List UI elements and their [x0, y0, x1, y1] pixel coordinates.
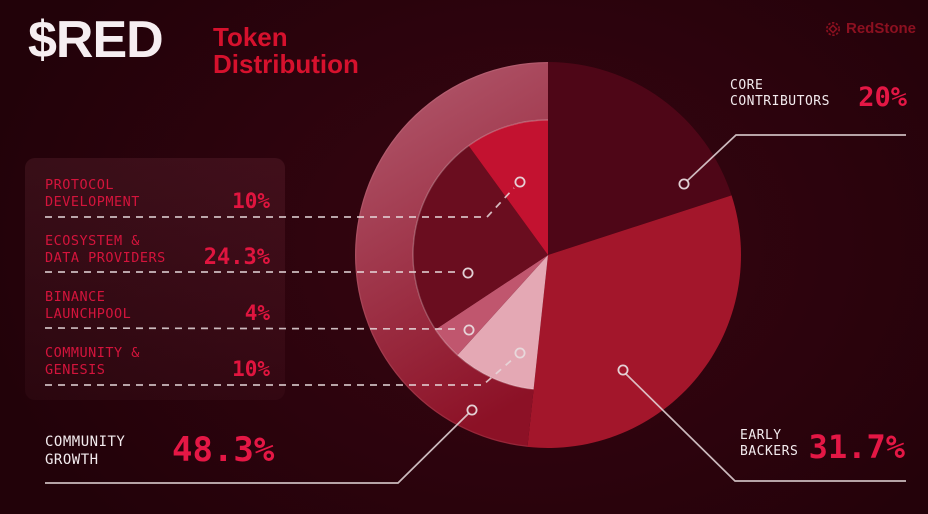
- connector-marker-binance-launchpool: [463, 324, 475, 336]
- brand-name: RedStone: [845, 20, 916, 37]
- redstone-gem-icon: [825, 21, 840, 36]
- subtitle-line-1: Token: [213, 22, 288, 52]
- legend-label-binance-launchpool: BINANCE LAUNCHPOOL: [45, 289, 132, 322]
- pie-chart-layer: [354, 62, 741, 449]
- callout-value-core-contributors: 20%: [858, 82, 907, 113]
- pie-segment-early-backers: [527, 195, 741, 449]
- connector-marker-community-genesis: [514, 347, 526, 359]
- legend-value-community-genesis: 10%: [232, 357, 270, 381]
- legend-value-ecosystem-data-providers: 24.3%: [203, 245, 270, 270]
- pie-subsegment-binance-launchpool: [435, 255, 548, 356]
- connector-line-core-contributors: [686, 134, 906, 182]
- legend-label-protocol-development: PROTOCOL DEVELOPMENT: [45, 177, 140, 210]
- page-subtitle: Token Distribution: [213, 24, 359, 78]
- pie-subsegment-protocol-development: [468, 120, 548, 255]
- connector-marker-protocol-development: [514, 176, 526, 188]
- pie-subsegment-community-genesis: [457, 255, 548, 390]
- pie-segment-core-contributors: [548, 62, 732, 255]
- callout-value-community-growth: 48.3%: [172, 430, 275, 470]
- callout-label-community-growth: COMMUNITY GROWTH: [45, 434, 126, 468]
- pie-segment-community-growth: [354, 62, 548, 447]
- ticker-title: $RED: [28, 11, 164, 69]
- connector-marker-community-growth: [466, 404, 478, 416]
- legend-value-protocol-development: 10%: [232, 189, 270, 213]
- inner-ring-highlight: [412, 119, 549, 390]
- callout-label-early-backers: EARLY BACKERS: [740, 428, 799, 459]
- pie-subsegment-ecosystem-data-providers: [413, 145, 548, 330]
- brand-logo: RedStone: [825, 20, 916, 37]
- connector-marker-early-backers: [617, 364, 629, 376]
- legend-value-binance-launchpool: 4%: [244, 301, 270, 325]
- subtitle-line-2: Distribution: [213, 49, 359, 79]
- legend-label-community-genesis: COMMUNITY & GENESIS: [45, 345, 140, 378]
- connector-marker-core-contributors: [678, 178, 690, 190]
- outer-ring-highlight: [355, 62, 549, 447]
- callout-value-early-backers: 31.7%: [808, 428, 905, 466]
- legend-label-ecosystem-data-providers: ECOSYSTEM & DATA PROVIDERS: [45, 233, 166, 266]
- connector-marker-ecosystem-data-providers: [462, 267, 474, 279]
- callout-label-core-contributors: CORE CONTRIBUTORS: [730, 78, 830, 109]
